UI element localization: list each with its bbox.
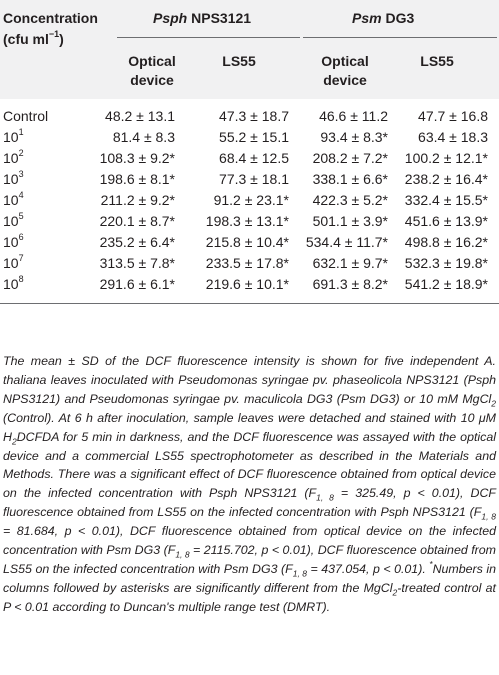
cell-psm-optical: 632.1 ± 9.7*: [312, 255, 388, 271]
cell-psm-optical: 501.1 ± 3.9*: [312, 213, 388, 229]
concentration-header: Concentration: [3, 10, 98, 26]
cell-psm-ls55: 63.4 ± 18.3: [418, 129, 488, 145]
row-label: 105: [3, 211, 24, 229]
table-bottom-rule: [0, 303, 499, 304]
cell-psm-ls55: 47.7 ± 16.8: [418, 108, 488, 124]
group-header-psph: Psph NPS3121: [153, 10, 252, 26]
cell-psph-optical: 291.6 ± 6.1*: [99, 276, 175, 292]
table-footnote: The mean ± SD of the DCF fluorescence in…: [3, 354, 497, 614]
cell-psph-optical: 235.2 ± 6.4*: [99, 234, 175, 250]
cell-psph-ls55: 55.2 ± 15.1: [219, 129, 289, 145]
subheader-optical-1: Optical: [128, 53, 176, 69]
row-label: 106: [3, 232, 24, 250]
cell-psph-ls55: 198.3 ± 13.1*: [205, 213, 289, 229]
cell-psm-ls55: 498.8 ± 16.2*: [404, 234, 488, 250]
subheader-ls55-2: LS55: [420, 53, 454, 69]
subheader-optical-2: Optical: [321, 53, 369, 69]
cell-psph-ls55: 91.2 ± 23.1*: [213, 192, 289, 208]
cell-psm-optical: 422.3 ± 5.2*: [312, 192, 388, 208]
subheader-ls55-1: LS55: [222, 53, 256, 69]
row-label: Control: [3, 108, 49, 124]
cell-psm-optical: 46.6 ± 11.2: [319, 108, 388, 124]
row-label: 101: [3, 127, 24, 145]
cell-psph-optical: 220.1 ± 8.7*: [99, 213, 175, 229]
row-label: 108: [3, 274, 24, 292]
row-label: 107: [3, 253, 24, 271]
cell-psph-optical: 198.6 ± 8.1*: [99, 171, 175, 187]
cell-psm-ls55: 541.2 ± 18.9*: [404, 276, 488, 292]
units-header: (cfu ml−1): [3, 29, 64, 47]
cell-psph-optical: 211.2 ± 9.2*: [100, 192, 175, 208]
cell-psph-ls55: 215.8 ± 10.4*: [205, 234, 289, 250]
cell-psph-optical: 48.2 ± 13.1: [105, 108, 175, 124]
cell-psph-ls55: 47.3 ± 18.7: [219, 108, 289, 124]
row-label: 104: [3, 190, 24, 208]
cell-psph-ls55: 219.6 ± 10.1*: [205, 276, 289, 292]
cell-psm-optical: 208.2 ± 7.2*: [312, 150, 388, 166]
cell-psph-ls55: 233.5 ± 17.8*: [205, 255, 289, 271]
row-label: 103: [3, 169, 24, 187]
subheader-device-1: device: [130, 72, 174, 88]
cell-psm-optical: 534.4 ± 11.7*: [305, 234, 388, 250]
cell-psph-optical: 81.4 ± 8.3: [112, 129, 175, 145]
cell-psph-ls55: 68.4 ± 12.5: [219, 150, 289, 166]
cell-psph-ls55: 77.3 ± 18.1: [219, 171, 289, 187]
group-underline-psph: [117, 37, 300, 38]
group-underline-psm: [303, 37, 497, 38]
group-header-psm: Psm DG3: [352, 10, 415, 26]
cell-psph-optical: 313.5 ± 7.8*: [99, 255, 175, 271]
cell-psm-optical: 691.3 ± 8.2*: [312, 276, 388, 292]
cell-psm-ls55: 100.2 ± 12.1*: [404, 150, 488, 166]
cell-psm-ls55: 451.6 ± 13.9*: [404, 213, 488, 229]
table-header-band: [0, 0, 499, 99]
cell-psm-ls55: 332.4 ± 15.5*: [404, 192, 488, 208]
cell-psph-optical: 108.3 ± 9.2*: [99, 150, 175, 166]
row-label: 102: [3, 148, 24, 166]
cell-psm-ls55: 238.2 ± 16.4*: [404, 171, 488, 187]
subheader-device-2: device: [323, 72, 367, 88]
cell-psm-optical: 93.4 ± 8.3*: [320, 129, 388, 145]
cell-psm-optical: 338.1 ± 6.6*: [312, 171, 388, 187]
cell-psm-ls55: 532.3 ± 19.8*: [404, 255, 488, 271]
